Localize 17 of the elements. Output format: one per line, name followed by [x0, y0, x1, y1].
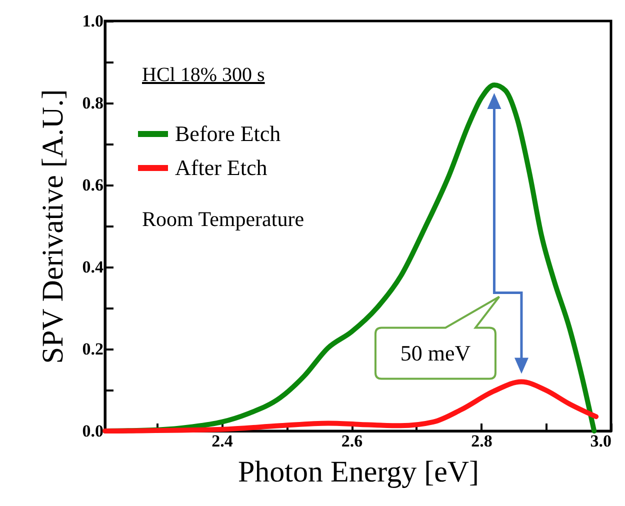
y-axis-title: SPV Derivative [A.U.]	[36, 89, 70, 364]
x-tick-label: 2.8	[471, 432, 492, 450]
annotation: Room Temperature	[142, 207, 304, 231]
annotation: HCl 18% 300 s	[142, 64, 265, 86]
legend-label: Before Etch	[175, 121, 281, 146]
x-tick-label: 2.4	[212, 432, 234, 450]
x-tick-label: 3.0	[590, 432, 612, 450]
y-tick-label: 0.6	[82, 176, 104, 194]
y-tick-label: 0.0	[82, 422, 104, 440]
y-tick-label: 0.4	[82, 258, 104, 276]
annotation: 50 meV	[400, 340, 471, 366]
x-tick-label: 2.6	[341, 432, 363, 450]
y-tick-label: 0.8	[82, 94, 104, 112]
y-tick-label: 0.2	[82, 340, 104, 358]
y-tick-label: 1.0	[82, 12, 104, 30]
x-axis-title: Photon Energy [eV]	[238, 456, 480, 488]
legend-label: After Etch	[175, 155, 268, 180]
